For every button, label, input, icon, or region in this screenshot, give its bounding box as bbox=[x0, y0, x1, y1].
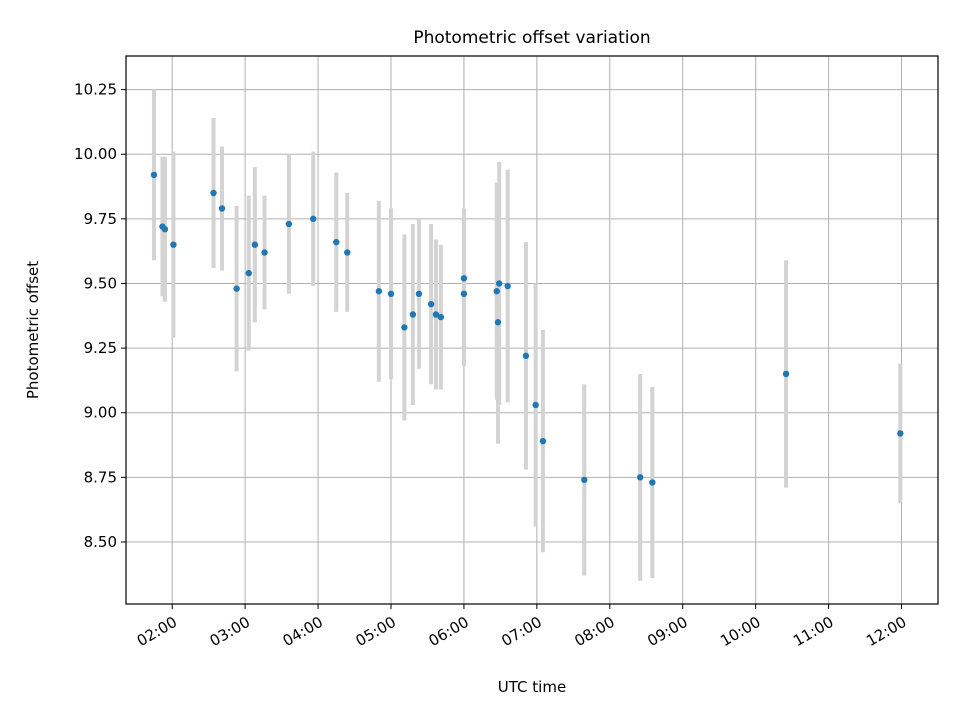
data-point bbox=[245, 269, 252, 277]
data-point bbox=[495, 280, 503, 287]
y-tick-label: 9.50 bbox=[84, 274, 117, 292]
data-point bbox=[460, 275, 468, 282]
data-point bbox=[387, 290, 395, 298]
y-tick-label: 9.75 bbox=[84, 210, 117, 228]
y-tick-label: 8.75 bbox=[84, 468, 117, 486]
y-tick-label: 10.00 bbox=[74, 145, 117, 163]
data-point bbox=[636, 474, 644, 481]
data-point bbox=[251, 241, 259, 248]
data-point bbox=[170, 241, 177, 248]
y-axis-label: Photometric offset bbox=[24, 261, 42, 399]
plot-frame bbox=[125, 55, 939, 605]
y-tick-label: 9.00 bbox=[84, 404, 117, 422]
data-point bbox=[415, 290, 423, 298]
data-point bbox=[437, 313, 445, 321]
data-point bbox=[649, 479, 656, 486]
data-point bbox=[432, 311, 440, 318]
data-point bbox=[333, 238, 340, 246]
data-point bbox=[218, 205, 226, 212]
data-point bbox=[210, 189, 217, 197]
y-tick-label: 8.50 bbox=[84, 533, 117, 551]
data-points bbox=[150, 171, 904, 486]
data-point bbox=[427, 300, 435, 308]
data-point bbox=[161, 225, 169, 233]
data-point bbox=[782, 370, 790, 378]
data-point bbox=[897, 430, 904, 437]
data-point bbox=[504, 282, 511, 290]
data-point bbox=[401, 324, 408, 331]
chart-title: Photometric offset variation bbox=[413, 28, 650, 48]
data-point bbox=[309, 215, 317, 223]
data-point bbox=[150, 171, 158, 179]
data-point bbox=[344, 249, 351, 256]
data-point bbox=[285, 220, 293, 228]
data-point bbox=[375, 288, 383, 295]
y-axis-ticks: 8.50 8.75 9.00 9.25 9.50 9.75 10.00 10.25 bbox=[74, 81, 126, 551]
data-point bbox=[532, 401, 539, 409]
data-point bbox=[522, 352, 530, 360]
y-tick-label: 9.25 bbox=[84, 339, 117, 357]
data-point bbox=[581, 476, 588, 484]
data-point bbox=[539, 437, 547, 445]
x-axis-label: UTC time bbox=[498, 678, 566, 696]
data-point bbox=[233, 285, 240, 292]
grid bbox=[126, 56, 938, 604]
data-point bbox=[409, 311, 417, 318]
data-point bbox=[494, 319, 502, 326]
data-point bbox=[261, 249, 268, 256]
data-point bbox=[460, 290, 468, 298]
y-tick-label: 10.25 bbox=[74, 81, 117, 99]
data-point bbox=[493, 288, 500, 295]
